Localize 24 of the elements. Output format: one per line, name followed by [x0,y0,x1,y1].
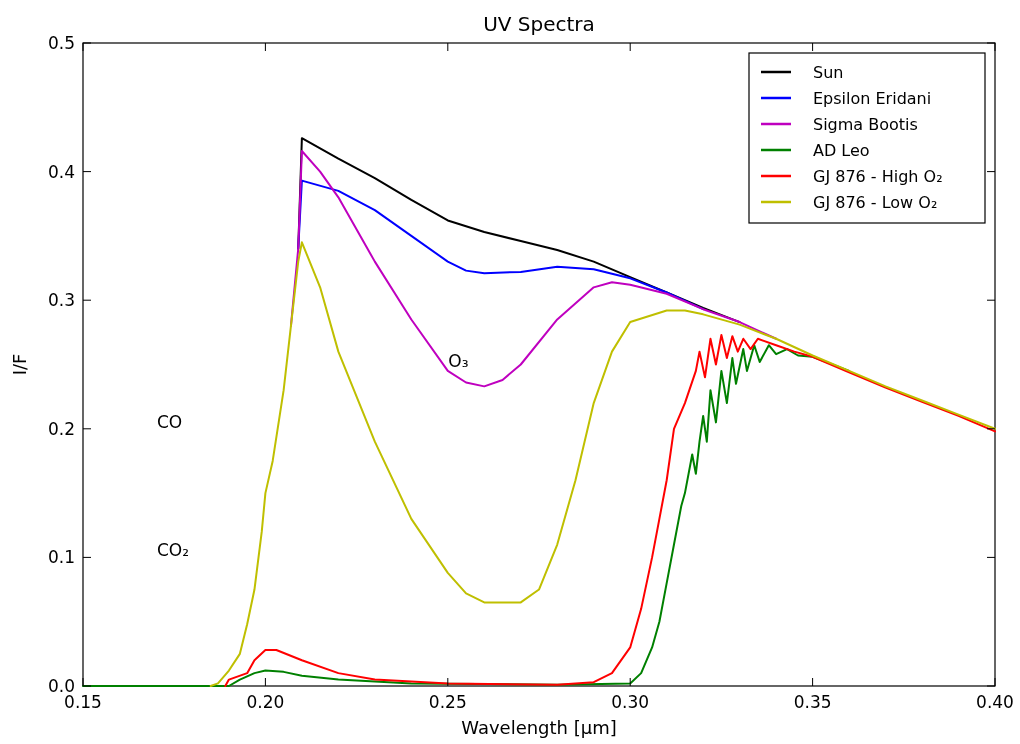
x-tick-label: 0.20 [246,692,285,712]
legend-label: GJ 876 - Low O₂ [813,193,938,212]
y-tick-label: 0.5 [47,33,75,53]
legend-label: GJ 876 - High O₂ [813,167,943,186]
y-axis-title: I/F [9,353,30,376]
legend-label: Epsilon Eridani [813,89,932,108]
x-tick-label: 0.35 [793,692,832,712]
annotation: O₃ [448,351,469,372]
line-series [224,333,996,687]
y-tick-label: 0.2 [47,418,75,439]
legend-label: Sigma Bootis [813,115,918,134]
x-tick-label: 0.40 [976,692,1014,712]
chart-title: UV Spectra [483,12,595,36]
line-series [209,241,996,687]
legend-label: Sun [813,63,844,82]
x-axis-title: Wavelength [μm] [461,717,617,738]
annotation: CO [157,412,183,432]
y-tick-label: 0.4 [47,161,75,182]
y-tick-label: 0.1 [47,547,75,568]
x-tick-label: 0.30 [611,692,650,712]
y-tick-label: 0.3 [47,290,75,311]
annotation: CO₂ [157,540,190,560]
legend-label: AD Leo [813,141,870,160]
x-tick-label: 0.25 [428,692,467,712]
